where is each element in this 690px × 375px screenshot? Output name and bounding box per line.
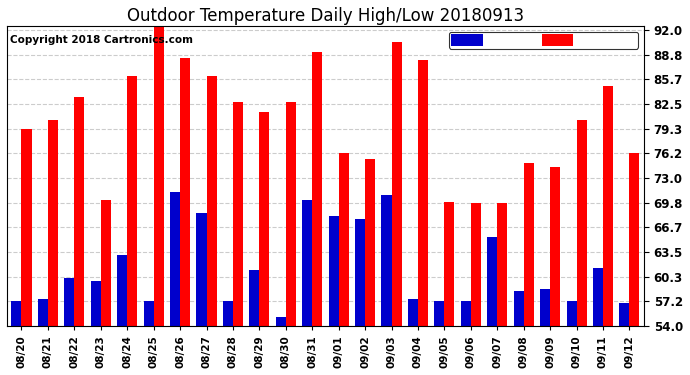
Bar xyxy=(197,213,206,326)
Bar xyxy=(302,200,313,326)
Bar xyxy=(471,203,481,326)
Bar xyxy=(144,301,154,326)
Bar xyxy=(382,195,391,326)
Bar xyxy=(286,102,296,326)
Text: Copyright 2018 Cartronics.com: Copyright 2018 Cartronics.com xyxy=(10,36,193,45)
Bar xyxy=(170,192,180,326)
Bar xyxy=(444,202,455,326)
Bar xyxy=(154,27,164,326)
Bar xyxy=(629,153,640,326)
Bar xyxy=(540,289,550,326)
Bar xyxy=(259,112,269,326)
Bar xyxy=(418,60,428,326)
Bar xyxy=(223,301,233,326)
Bar xyxy=(487,237,497,326)
Bar xyxy=(577,120,586,326)
Bar xyxy=(355,219,365,326)
Bar xyxy=(434,301,444,326)
Bar xyxy=(408,299,418,326)
Bar xyxy=(593,268,603,326)
Bar xyxy=(117,255,127,326)
Bar xyxy=(365,159,375,326)
Bar xyxy=(620,303,629,326)
Legend: Low  (°F), High  (°F): Low (°F), High (°F) xyxy=(449,32,638,49)
Bar xyxy=(206,75,217,326)
Bar xyxy=(513,291,524,326)
Bar xyxy=(249,270,259,326)
Bar xyxy=(75,96,84,326)
Bar xyxy=(550,166,560,326)
Bar xyxy=(461,301,471,326)
Bar xyxy=(497,203,507,326)
Bar xyxy=(90,281,101,326)
Bar xyxy=(64,278,75,326)
Bar xyxy=(276,317,286,326)
Bar xyxy=(233,102,243,326)
Bar xyxy=(38,299,48,326)
Bar xyxy=(180,58,190,326)
Bar xyxy=(328,216,339,326)
Bar xyxy=(21,129,32,326)
Bar xyxy=(101,200,111,326)
Bar xyxy=(391,42,402,326)
Bar xyxy=(339,153,348,326)
Bar xyxy=(603,86,613,326)
Title: Outdoor Temperature Daily High/Low 20180913: Outdoor Temperature Daily High/Low 20180… xyxy=(127,7,524,25)
Bar xyxy=(12,301,21,326)
Bar xyxy=(566,301,577,326)
Bar xyxy=(127,75,137,326)
Bar xyxy=(313,52,322,326)
Bar xyxy=(524,163,534,326)
Bar xyxy=(48,120,58,326)
